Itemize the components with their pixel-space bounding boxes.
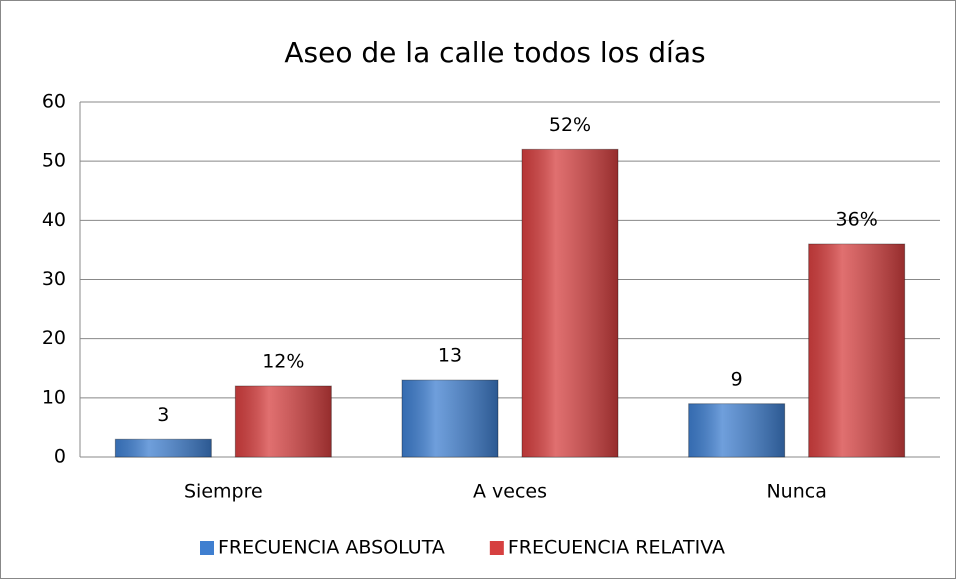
legend-label: FRECUENCIA ABSOLUTA: [218, 537, 445, 559]
legend-swatch: [489, 541, 504, 555]
legend-swatch: [200, 541, 214, 555]
data-label: 36%: [836, 209, 878, 231]
x-tick-label: Siempre: [184, 481, 263, 503]
y-tick-label: 40: [42, 209, 66, 231]
bar-shade: [522, 149, 618, 458]
bar-shade: [402, 380, 498, 457]
chart-title: Aseo de la calle todos los días: [284, 36, 705, 69]
legend-label: FRECUENCIA RELATIVA: [508, 537, 725, 559]
y-tick-label: 60: [42, 91, 66, 113]
y-tick-label: 30: [42, 268, 66, 290]
data-label: 12%: [262, 351, 304, 373]
bar-shade: [688, 403, 785, 457]
data-label: 3: [157, 404, 169, 426]
x-tick-label: Nunca: [766, 481, 826, 503]
bar-shade: [808, 244, 905, 457]
y-tick-label: 0: [54, 446, 66, 468]
y-tick-label: 50: [42, 150, 66, 172]
bar-shade: [235, 386, 332, 457]
y-tick-label: 20: [42, 327, 66, 349]
data-label: 13: [438, 345, 462, 367]
data-label: 9: [731, 368, 743, 390]
bar-shade: [115, 439, 212, 457]
y-tick-label: 10: [42, 386, 66, 408]
data-label: 52%: [549, 114, 591, 136]
x-tick-label: A veces: [473, 481, 547, 503]
